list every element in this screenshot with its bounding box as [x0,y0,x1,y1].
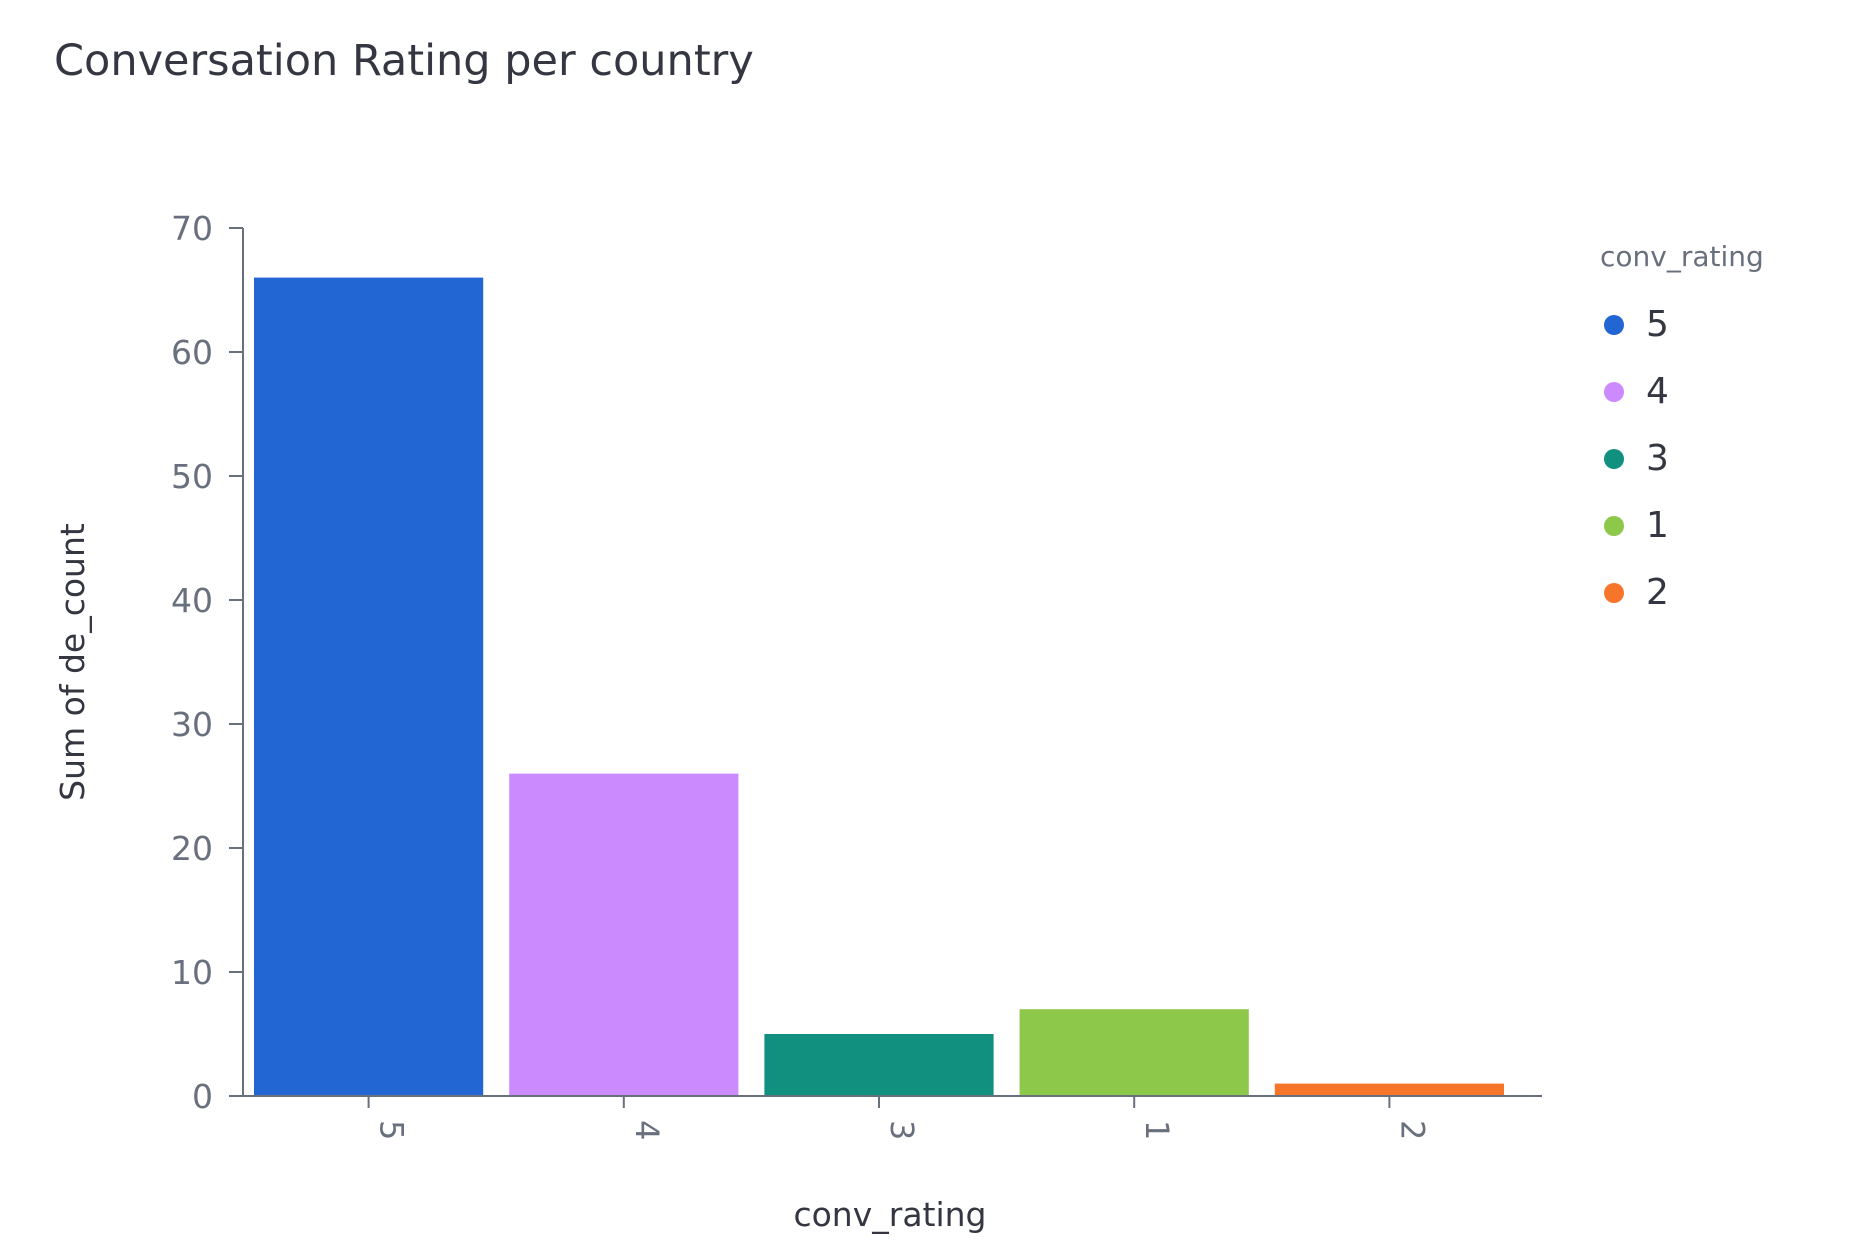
legend-item-4[interactable]: 4 [1600,358,1764,425]
legend-label: 2 [1646,572,1669,613]
legend-item-1[interactable]: 1 [1600,492,1764,559]
legend-item-2[interactable]: 2 [1600,559,1764,626]
y-tick-label-50: 50 [171,457,213,496]
x-tick-label-4: 4 [628,1120,666,1140]
y-tick-label-20: 20 [171,829,213,868]
legend-item-3[interactable]: 3 [1600,425,1764,492]
x-tick-label-3: 3 [883,1120,921,1140]
legend-title: conv_rating [1600,240,1764,273]
bar-1[interactable] [1019,1009,1249,1096]
x-tick-label-1: 1 [1138,1120,1176,1140]
chart-title: Conversation Rating per country [54,36,754,86]
legend-label: 1 [1646,505,1669,546]
y-tick-label-70: 70 [171,209,213,248]
y-tick-label-60: 60 [171,333,213,372]
legend-items: 5 4 3 1 2 [1600,291,1764,626]
bar-2[interactable] [1274,1083,1504,1096]
legend-label: 4 [1646,371,1669,412]
y-axis-title: Sum of de_count [53,523,92,801]
y-tick-label-30: 30 [171,705,213,744]
x-tick-label-5: 5 [373,1120,411,1140]
x-axis-title: conv_rating [793,1195,986,1234]
bar-4[interactable] [509,773,739,1096]
legend: conv_rating 5 4 3 1 2 [1600,240,1764,626]
y-tick-label-40: 40 [171,581,213,620]
legend-label: 5 [1646,304,1669,345]
bar-5[interactable] [254,277,484,1097]
y-tick-label-10: 10 [171,953,213,992]
legend-dot-icon [1604,515,1624,536]
y-tick-label-0: 0 [192,1077,213,1116]
legend-dot-icon [1604,314,1624,335]
legend-label: 3 [1646,438,1669,479]
legend-dot-icon [1604,381,1624,402]
legend-dot-icon [1604,448,1624,469]
x-ticks-layer: 5 4 3 1 2 [367,1096,1431,1140]
bars-layer [254,277,1504,1097]
legend-dot-icon [1604,582,1624,603]
legend-item-5[interactable]: 5 [1600,291,1764,358]
bar-3[interactable] [764,1034,994,1096]
y-ticks-layer: 0 10 20 30 40 50 60 70 [171,209,243,1116]
x-tick-label-2: 2 [1393,1120,1431,1140]
